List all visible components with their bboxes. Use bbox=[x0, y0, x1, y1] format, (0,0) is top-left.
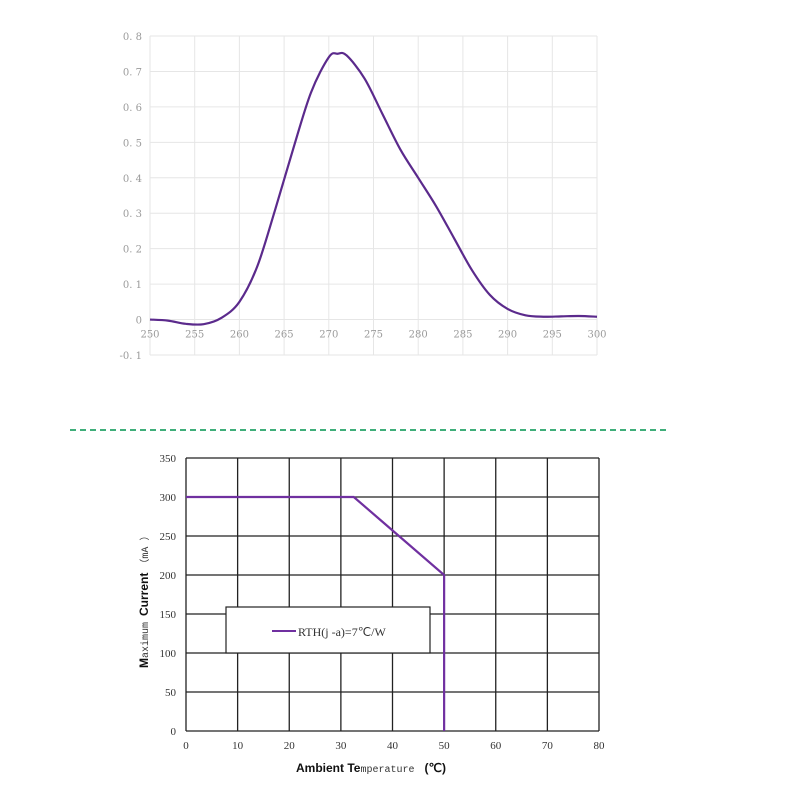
top-y-ticks: 0. 8 0. 7 0. 6 0. 5 0. 4 0. 3 0. 2 0. 1 0 -0. 1 bbox=[120, 32, 142, 362]
y-tick-label: 0. 3 bbox=[123, 209, 142, 220]
x-tick-label: 300 bbox=[587, 330, 606, 341]
legend-label: RTH(j -a)=7℃/W bbox=[298, 625, 387, 639]
y-tick-label: -0. 1 bbox=[120, 351, 142, 362]
y-tick-label: 0. 8 bbox=[123, 32, 142, 43]
bottom-x-ticks: 0 10 20 30 40 50 60 70 80 bbox=[183, 740, 605, 752]
y-tick-label: 350 bbox=[160, 453, 177, 465]
bottom-gridlines bbox=[185, 457, 600, 732]
x-tick-label: 80 bbox=[594, 740, 606, 752]
y-tick-label: 300 bbox=[160, 492, 177, 504]
x-tick-label: 280 bbox=[409, 330, 428, 341]
absorbance-chart: 0. 8 0. 7 0. 6 0. 5 0. 4 0. 3 0. 2 0. 1 0 -0. 1 2… bbox=[120, 32, 607, 362]
x-tick-label: 50 bbox=[439, 740, 451, 752]
x-tick-label: 285 bbox=[453, 330, 472, 341]
section-divider bbox=[70, 429, 666, 431]
x-tick-label: 265 bbox=[275, 330, 294, 341]
x-tick-label: 255 bbox=[185, 330, 204, 341]
y-axis-title: Maximum Current（mA ） bbox=[137, 531, 152, 668]
x-tick-label: 30 bbox=[335, 740, 347, 752]
x-tick-label: 20 bbox=[284, 740, 296, 752]
y-tick-label: 0. 2 bbox=[123, 245, 142, 256]
x-tick-label: 270 bbox=[319, 330, 338, 341]
y-tick-label: 0 bbox=[171, 726, 177, 738]
y-tick-label: 0. 6 bbox=[123, 103, 142, 114]
derating-curve bbox=[186, 495, 446, 731]
legend-box: RTH(j -a)=7℃/W bbox=[225, 606, 431, 654]
x-tick-label: 260 bbox=[230, 330, 249, 341]
y-tick-label: 50 bbox=[165, 687, 177, 699]
y-tick-label: 0. 7 bbox=[123, 67, 142, 78]
y-tick-label: 100 bbox=[160, 648, 177, 660]
top-x-ticks: 250 255 260 265 270 275 280 285 290 295 300 bbox=[140, 330, 606, 341]
y-tick-label: 0. 5 bbox=[123, 138, 142, 149]
x-tick-label: 10 bbox=[232, 740, 244, 752]
x-axis-title: Ambient Temperature (℃) bbox=[296, 761, 446, 776]
x-tick-label: 60 bbox=[490, 740, 502, 752]
top-gridlines bbox=[149, 35, 598, 356]
x-tick-label: 70 bbox=[542, 740, 554, 752]
y-tick-label: 200 bbox=[160, 570, 177, 582]
y-tick-label: 250 bbox=[160, 531, 177, 543]
x-tick-label: 0 bbox=[183, 740, 189, 752]
x-tick-label: 40 bbox=[387, 740, 399, 752]
y-tick-label: 0. 1 bbox=[123, 280, 142, 291]
x-tick-label: 250 bbox=[140, 330, 159, 341]
x-tick-label: 290 bbox=[498, 330, 517, 341]
y-tick-label: 0. 4 bbox=[123, 174, 142, 185]
bottom-y-ticks: 350 300 250 200 150 100 50 0 bbox=[160, 453, 177, 738]
x-tick-label: 295 bbox=[543, 330, 562, 341]
absorbance-curve bbox=[149, 51, 598, 326]
y-tick-label: 150 bbox=[160, 609, 177, 621]
y-tick-label: 0 bbox=[136, 316, 142, 327]
x-tick-label: 275 bbox=[364, 330, 383, 341]
